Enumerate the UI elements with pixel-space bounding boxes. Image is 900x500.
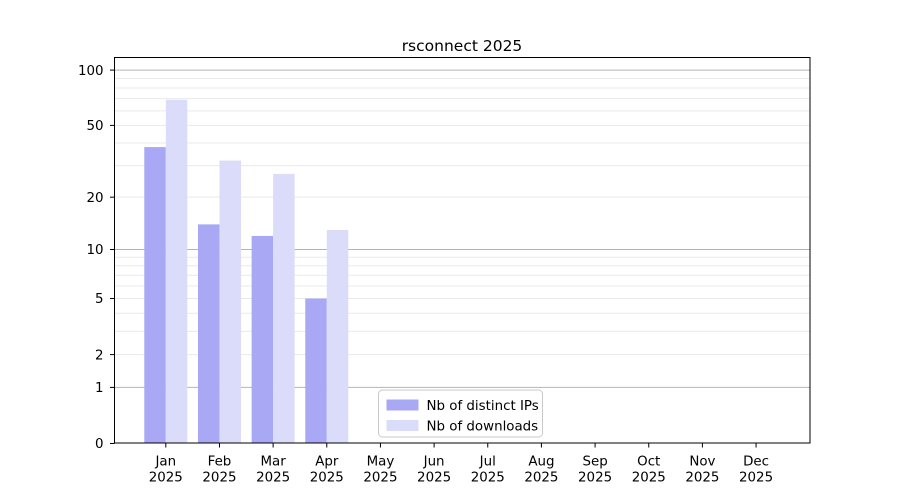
x-tick-month: Jun <box>423 455 445 470</box>
x-tick-month: May <box>367 455 395 470</box>
bar-distinct-ips <box>197 224 220 443</box>
x-tick-label: Oct 2025 <box>632 455 666 486</box>
chart-title: rsconnect 2025 <box>402 37 523 55</box>
x-tick-year: 2025 <box>578 471 612 486</box>
y-tick-label: 5 <box>95 292 104 307</box>
x-tick-year: 2025 <box>256 471 290 486</box>
y-tick-label: 2 <box>95 348 104 363</box>
x-tick-month: Nov <box>689 455 715 470</box>
x-tick-year: 2025 <box>739 471 773 486</box>
x-tick-label: Dec 2025 <box>739 455 773 486</box>
bar-distinct-ips <box>305 298 327 443</box>
x-tick-month: Aug <box>528 455 554 470</box>
x-tick-year: 2025 <box>417 471 451 486</box>
legend-label-distinct-ips: Nb of distinct IPs <box>427 399 539 414</box>
x-tick-month: Mar <box>260 455 286 470</box>
x-tick-label: Jul 2025 <box>471 455 505 486</box>
y-tick-label: 50 <box>86 119 103 134</box>
x-tick-label: Feb 2025 <box>202 455 236 486</box>
bars <box>144 99 349 444</box>
y-tick-label: 20 <box>86 191 103 206</box>
x-tick-year: 2025 <box>471 471 505 486</box>
x-tick-month: Oct <box>637 455 660 470</box>
bar-distinct-ips <box>144 147 166 444</box>
bar-distinct-ips <box>251 235 274 443</box>
x-tick-year: 2025 <box>149 471 183 486</box>
x-tick-label: Mar 2025 <box>256 455 290 486</box>
plot-border <box>114 57 811 444</box>
x-tick-year: 2025 <box>310 471 344 486</box>
bar-downloads <box>165 99 188 443</box>
x-tick-label: Aug 2025 <box>524 455 558 486</box>
y-tick-label: 0 <box>95 437 104 452</box>
legend-swatch-distinct-ips-icon <box>386 399 419 411</box>
x-tick-label: Apr 2025 <box>310 455 344 486</box>
x-tick-year: 2025 <box>524 471 558 486</box>
x-tick-label: Nov 2025 <box>685 455 719 486</box>
legend: Nb of distinct IPs Nb of downloads <box>378 389 543 438</box>
bar-downloads <box>326 229 349 443</box>
x-tick-month: Sep <box>582 455 607 470</box>
x-tick-month: Feb <box>208 455 232 470</box>
legend-label-downloads: Nb of downloads <box>427 420 539 435</box>
bar-downloads <box>273 173 295 443</box>
x-tick-label: Sep 2025 <box>578 455 612 486</box>
x-tick-year: 2025 <box>685 471 719 486</box>
y-tick-label: 10 <box>86 243 103 258</box>
x-tick-year: 2025 <box>363 471 397 486</box>
y-tick-label: 100 <box>78 64 104 79</box>
bar-downloads <box>219 160 241 443</box>
x-tick-year: 2025 <box>202 471 236 486</box>
x-tick-year: 2025 <box>632 471 666 486</box>
y-tick-label: 1 <box>95 381 104 396</box>
x-tick-month: Apr <box>315 455 339 470</box>
legend-box <box>378 389 543 438</box>
x-tick-month: Dec <box>743 455 769 470</box>
x-tick-month: Jul <box>479 455 496 470</box>
x-tick-month: Jan <box>154 455 176 470</box>
x-tick-label: Jan 2025 <box>149 455 183 486</box>
legend-swatch-downloads-icon <box>386 420 419 431</box>
x-tick-label: Jun 2025 <box>417 455 451 486</box>
x-tick-label: May 2025 <box>363 455 397 486</box>
